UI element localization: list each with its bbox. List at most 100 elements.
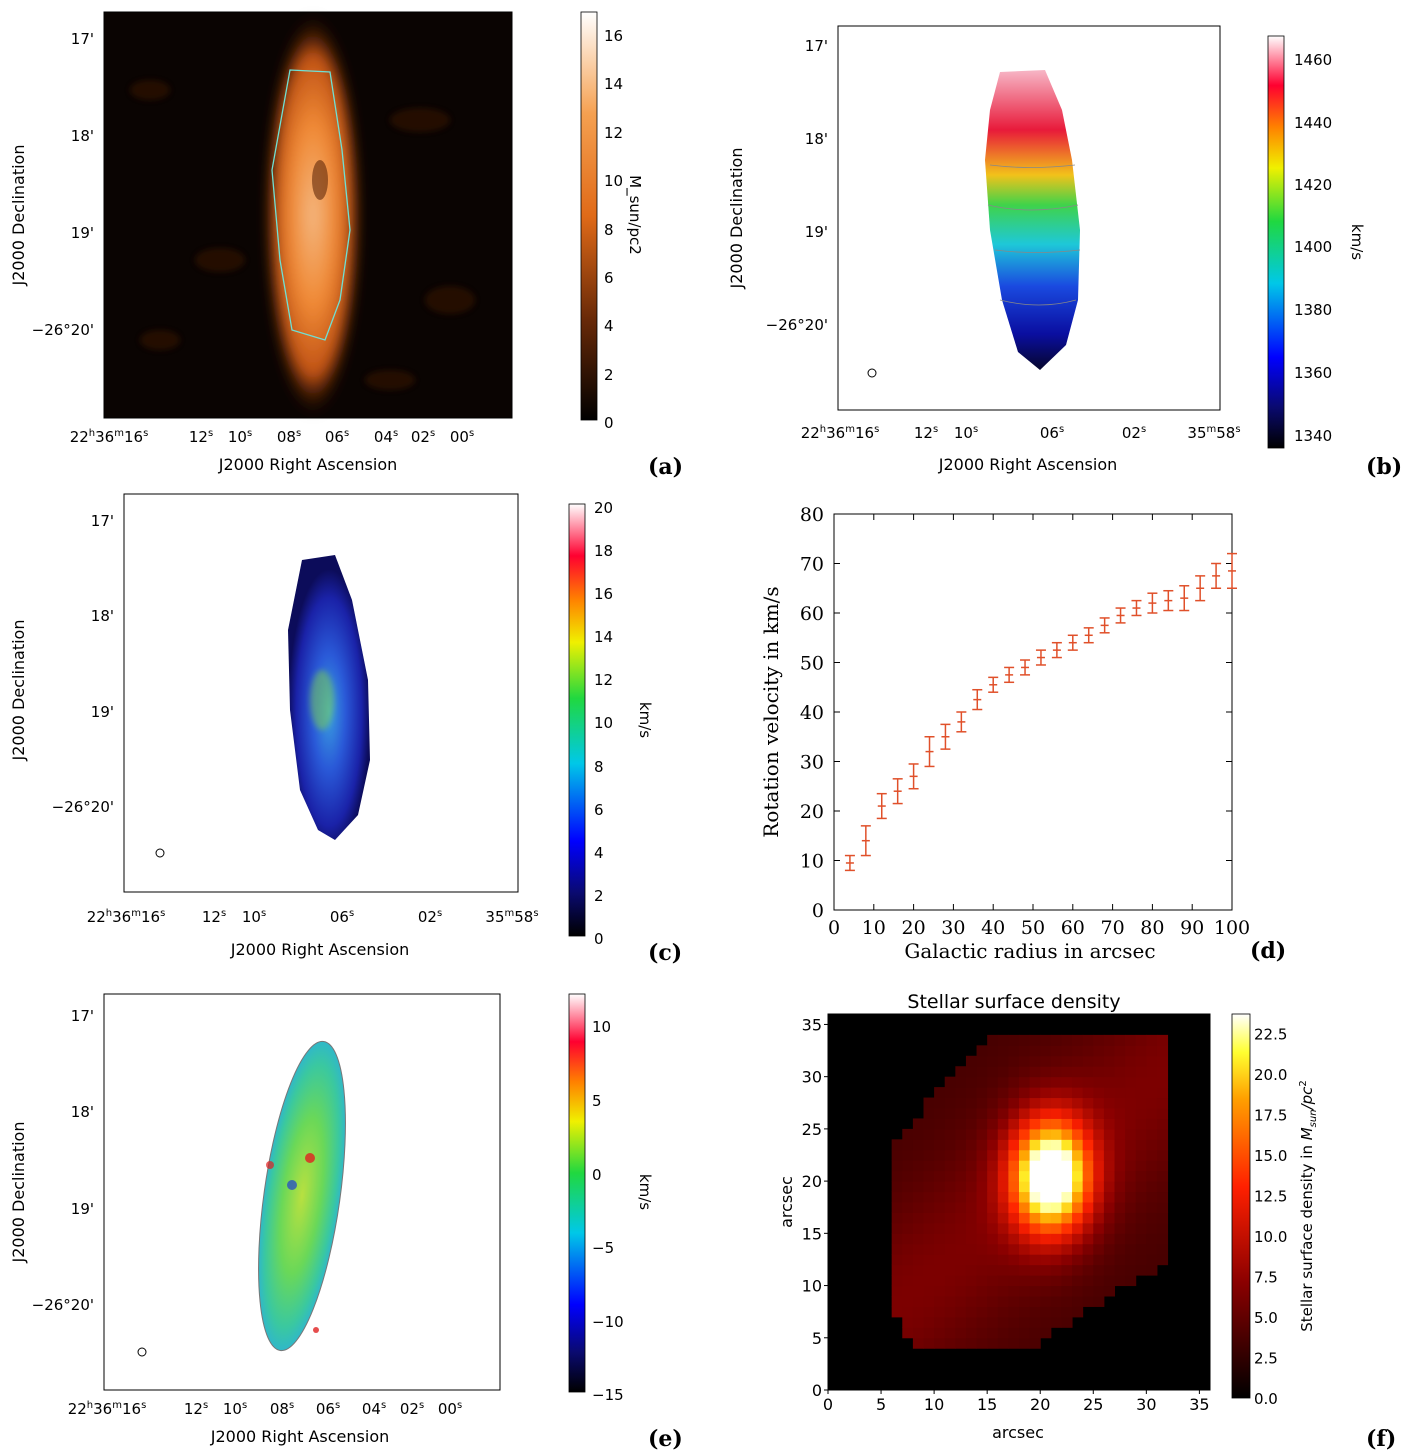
panel-f-cell [934, 1191, 946, 1203]
panel-d-xtick-label: 80 [1140, 917, 1164, 939]
panel-f-cell [1008, 1222, 1020, 1234]
panel-d-xtick-label: 60 [1061, 917, 1085, 939]
panel-f-cell [1029, 1170, 1041, 1182]
panel-f-cell [891, 1243, 903, 1255]
panel-f-cell [987, 1076, 999, 1088]
panel-a-ra-ticks: 22h36m16s 12s 10s 08s 06s 04s 02s 00s [70, 428, 474, 446]
panel-f-cell [976, 1128, 988, 1140]
panel-f-cell [944, 1170, 956, 1182]
panel-a-cb-tick: 2 [604, 366, 614, 384]
panel-f-cell [1146, 1076, 1158, 1088]
panel-f-cell [1103, 1076, 1115, 1088]
panel-f-cell [987, 1181, 999, 1193]
panel-f-cell [1040, 1128, 1052, 1140]
panel-f-cell [1050, 1160, 1062, 1172]
panel-d-label: (d) [1250, 938, 1286, 964]
panel-f-cell [1146, 1108, 1158, 1119]
panel-f-cell [1082, 1296, 1094, 1307]
panel-d-errorbar [924, 736, 935, 768]
panel-f-cell [923, 1306, 935, 1318]
panel-f-cell [1029, 1066, 1041, 1078]
panel-f-cell [1093, 1254, 1105, 1266]
panel-f-cell [1029, 1087, 1041, 1099]
panel-f-cell [1072, 1108, 1084, 1119]
panel-f-cell [1050, 1275, 1062, 1287]
panel-f-cell [923, 1160, 935, 1172]
panel-f-cell [976, 1045, 988, 1057]
panel-f-cell [1061, 1108, 1073, 1119]
panel-f-cell [1125, 1076, 1137, 1088]
panel-f-ytick-label: 10 [802, 1277, 822, 1296]
panel-f-cell [1050, 1264, 1062, 1276]
panel-f-cell [1040, 1222, 1052, 1234]
panel-f-cell [997, 1202, 1009, 1213]
panel-b-ra-ticks: 22h36m16s 12s 10s 06s 02s 35m58s [801, 424, 1241, 442]
panel-f-cell [1125, 1087, 1137, 1099]
panel-f-cell [997, 1055, 1009, 1067]
panel-f-cell [902, 1306, 914, 1318]
panel-f-cell [987, 1097, 999, 1109]
panel-f-cell [965, 1337, 978, 1349]
panel-c-label: (c) [648, 940, 682, 966]
panel-f-cell [965, 1149, 978, 1161]
panel-f-cell [1061, 1055, 1073, 1067]
panel-f-cell [987, 1128, 999, 1140]
panel-f-cell [1072, 1264, 1084, 1276]
panel-f-ytick-label: 5 [812, 1329, 822, 1348]
panel-f-cell [976, 1275, 988, 1287]
panel-f-cell [912, 1233, 924, 1245]
panel-f-cell [997, 1264, 1009, 1276]
panel-f-cell [1040, 1139, 1052, 1151]
panel-f-cell [1093, 1076, 1105, 1088]
panel-f-cell [912, 1264, 924, 1276]
panel-c-ra-tick: 02s [418, 908, 442, 926]
panel-f-cell [1093, 1097, 1105, 1109]
panel-f-cell [1061, 1275, 1073, 1287]
panel-f-cell [1029, 1191, 1041, 1203]
panel-c-cb-tick: 10 [594, 714, 613, 732]
panel-f-cell [997, 1139, 1009, 1151]
panel-f-cell [944, 1233, 956, 1245]
panel-f-cell [1040, 1055, 1052, 1067]
panel-f-cell [955, 1097, 967, 1109]
panel-f-cell [1156, 1108, 1169, 1119]
panel-a-cb-tick: 14 [604, 75, 623, 93]
panel-f-cell [1156, 1128, 1169, 1140]
panel-f-cell [1061, 1222, 1073, 1234]
panel-f-cell [1072, 1055, 1084, 1067]
panel-f-cell [987, 1285, 999, 1297]
panel-f-cell [976, 1327, 988, 1339]
panel-f-cell [1072, 1212, 1084, 1224]
panel-f-cell [1061, 1181, 1073, 1193]
panel-f-cell [1029, 1306, 1041, 1318]
panel-f-cell [1082, 1076, 1094, 1088]
panel-f-cell [1019, 1316, 1031, 1328]
panel-d-errorbar [892, 778, 903, 805]
panel-f-frame [827, 1013, 1211, 1391]
panel-f-cell [1029, 1337, 1041, 1349]
panel-f-cell [891, 1212, 903, 1224]
panel-f-cell [987, 1045, 999, 1057]
panel-f-cell [1008, 1160, 1020, 1172]
panel-f-cell [1135, 1034, 1147, 1046]
panel-f-cell [955, 1202, 967, 1213]
panel-e-ra-tick: 02s [400, 1400, 424, 1418]
panel-c-dec-tick: 17' [91, 512, 114, 530]
panel-f-cell [944, 1296, 956, 1307]
panel-f-cell [934, 1097, 946, 1109]
panel-f-cell [1082, 1191, 1094, 1203]
panel-f-cell [1072, 1118, 1084, 1130]
panel-f-cell [1029, 1296, 1041, 1307]
panel-d-errorbar [908, 763, 919, 790]
panel-d-errorbar [1195, 575, 1206, 602]
panel-e-spot [305, 1153, 315, 1163]
panel-f-cell [1029, 1275, 1041, 1287]
panel-b-colorbar-unit: km/s [1348, 224, 1366, 260]
panel-f-cell [1040, 1118, 1052, 1130]
panel-f-cell [912, 1118, 924, 1130]
panel-a-xlabel: J2000 Right Ascension [218, 455, 398, 474]
panel-f-cell [1040, 1181, 1052, 1193]
panel-f-cell [1008, 1306, 1020, 1318]
panel-f-cell [955, 1139, 967, 1151]
panel-f-cell [1019, 1202, 1031, 1213]
